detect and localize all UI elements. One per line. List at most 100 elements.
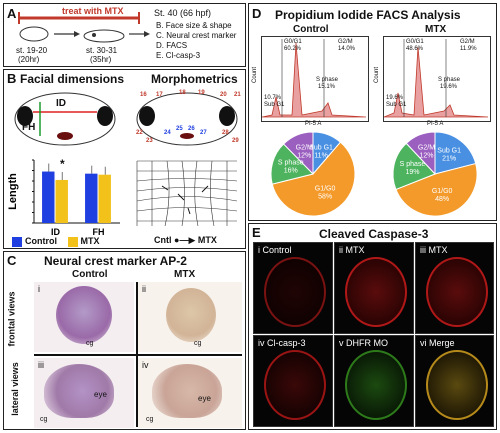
morphometrics-title: Morphometrics xyxy=(151,72,238,86)
hist-ylabel: Count xyxy=(374,66,381,84)
assay-item: B. Face size & shape xyxy=(156,21,232,30)
g2m-value: 11.9% xyxy=(460,46,477,52)
stage-mid-time: (35hr) xyxy=(90,55,112,64)
ap2-image-i: i cg xyxy=(34,282,134,352)
fh-label: FH xyxy=(22,122,36,133)
subg1-label: Sub G1 xyxy=(386,102,407,108)
pie-label: Sub G1 11% xyxy=(309,144,333,159)
roman-iii: iii xyxy=(38,360,44,370)
g2m-value: 14.0% xyxy=(338,46,356,52)
histogram-curve xyxy=(383,39,489,118)
panel-c-title: Neural crest marker AP-2 xyxy=(44,254,187,268)
panel-e-title: Cleaved Caspase-3 xyxy=(319,227,429,241)
deformation-grid xyxy=(136,160,238,227)
bar-legend: Control MTX xyxy=(12,236,100,247)
stage-end: St. 40 (66 hpf) xyxy=(154,8,212,18)
row-lateral: lateral views xyxy=(9,362,20,416)
bar xyxy=(98,174,111,223)
cell-label: iii MTX xyxy=(420,245,448,255)
casp3-image-v: v DHFR MO xyxy=(334,335,414,427)
eye-label: eye xyxy=(198,394,211,403)
length-bar-chart: Length ID FH xyxy=(8,159,120,237)
col-control: Control xyxy=(72,269,108,280)
pie-chart-control: G2/M 12%Sub G1 11% G1/G0 58% S phase 16% xyxy=(270,131,356,217)
col-mtx: MTX xyxy=(174,269,196,280)
bar xyxy=(42,171,55,223)
landmark-num: 21 xyxy=(234,92,241,98)
legend-swatch-control xyxy=(12,236,22,247)
landmark-num: 24 xyxy=(164,130,171,136)
panel-e: E Cleaved Caspase-3 i Control ii MTX iii… xyxy=(248,223,497,430)
sphase-value: 19.6% xyxy=(440,84,458,90)
landmark-num: 17 xyxy=(156,92,163,98)
landmark-num: 19 xyxy=(198,90,205,96)
embryo-fluorescence xyxy=(345,350,407,420)
embryo-fluorescence xyxy=(426,350,488,420)
g2m-label: G2/M xyxy=(338,39,353,45)
embryo-frontal xyxy=(166,288,216,342)
g2m-label: G2/M xyxy=(460,39,475,45)
ap2-image-iv: iv eye cg xyxy=(138,358,242,428)
stage-mid: st. 30-31 xyxy=(86,46,118,55)
landmark-num: 26 xyxy=(188,126,195,132)
casp3-image-iii: iii MTX xyxy=(415,242,494,334)
g0g1-label: G0/G1 xyxy=(406,39,424,45)
facial-dimensions-title: Facial dimensions xyxy=(20,72,125,86)
divider xyxy=(34,354,242,356)
landmark-num: 25 xyxy=(176,126,183,132)
col-control: Control xyxy=(293,24,329,35)
histogram-mtx: G0/G1 48.6% G2/M 11.9% S phase 19.6% 19.… xyxy=(383,36,491,122)
assay-list: B. Face size & shape C. Neural crest mar… xyxy=(156,21,236,61)
face-schematic xyxy=(14,92,116,146)
panel-a: A treat with MTX st. 19-20 (20hr) st. 30… xyxy=(3,3,246,67)
histogram-control: G0/G1 60.2% G2/M 14.0% S phase 15.1% 10.… xyxy=(261,36,369,122)
landmark-numbers: 16 17 18 19 20 21 22 23 24 25 26 27 28 2… xyxy=(134,90,244,150)
panel-d-label: D xyxy=(252,6,262,21)
cg-label: cg xyxy=(86,340,94,347)
pie-slice xyxy=(395,162,478,217)
casp3-image-i: i Control xyxy=(253,242,333,334)
g0g1-label: G0/G1 xyxy=(284,39,302,45)
pie-chart-mtx: G2/M 12%Sub G1 21% G1/G0 48% S phase 19% xyxy=(392,131,478,217)
arrow-icon: ●—▶ xyxy=(174,235,198,245)
landmark-num: 27 xyxy=(200,130,207,136)
hist-ylabel: Count xyxy=(252,66,259,84)
assay-item: D. FACS xyxy=(156,41,188,50)
histogram-curve xyxy=(261,39,367,118)
landmark-num: 18 xyxy=(179,90,186,96)
pie-slice xyxy=(392,142,436,191)
panel-a-label: A xyxy=(7,6,17,21)
panel-d: D Propidium Iodide FACS Analysis Control… xyxy=(248,3,497,221)
roman-ii: ii xyxy=(142,284,146,294)
landmark-num: 22 xyxy=(136,130,143,136)
cg-label: cg xyxy=(194,340,202,347)
y-axis-label: Length xyxy=(8,173,19,210)
embryo-fluorescence xyxy=(264,350,326,420)
landmark-num: 29 xyxy=(232,138,239,144)
subg1-value: 19.6% xyxy=(386,95,404,101)
assay-item: C. Neural crest marker xyxy=(156,31,237,40)
panel-c-label: C xyxy=(7,253,17,268)
cell-label: vi Merge xyxy=(420,338,455,348)
pie-label: S phase 19% xyxy=(400,161,426,176)
panel-b: B Facial dimensions Morphometrics ID FH … xyxy=(3,69,246,249)
panel-e-label: E xyxy=(252,225,261,240)
pie-label: S phase 16% xyxy=(278,160,304,175)
roman-i: i xyxy=(38,284,40,294)
subg1-value: 10.7% xyxy=(264,95,282,101)
landmark-num: 20 xyxy=(220,92,227,98)
landmark-schematic xyxy=(136,92,238,146)
landmark-num: 23 xyxy=(146,138,153,144)
subg1-label: Sub G1 xyxy=(264,102,285,108)
eye-label: eye xyxy=(94,390,107,399)
landmark-num: 16 xyxy=(140,92,147,98)
assay-item: E. Cl-casp-3 xyxy=(156,51,201,60)
grid-legend-mtx: MTX xyxy=(197,235,217,245)
id-label: ID xyxy=(56,98,66,109)
grid-legend-cntl: Cntl xyxy=(154,235,172,245)
col-mtx: MTX xyxy=(425,24,447,35)
cg-label: cg xyxy=(40,416,48,423)
g0g1-value: 48.6% xyxy=(406,46,424,52)
embryo-fluorescence xyxy=(264,257,326,327)
hist-xlabel: PI-5 A xyxy=(427,121,444,127)
